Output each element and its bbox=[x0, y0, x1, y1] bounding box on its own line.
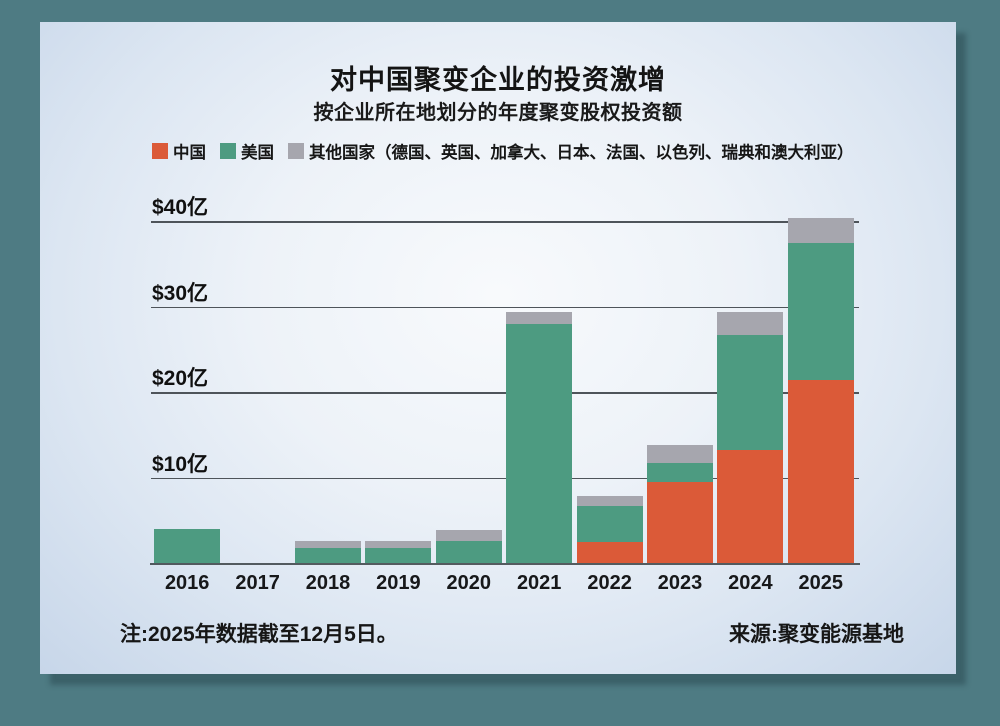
x-tick-label-2022: 2022 bbox=[587, 572, 632, 594]
bar-2019-其他国家 bbox=[365, 540, 432, 548]
y-tick-label: $20亿 bbox=[152, 367, 209, 390]
x-tick-label-2024: 2024 bbox=[728, 572, 773, 594]
legend: 中国 美国 其他国家（德国、英国、加拿大、日本、法国、以色列、瑞典和澳大利亚） bbox=[152, 139, 854, 163]
y-tick-label: $30亿 bbox=[152, 281, 209, 305]
y-tick-label: $10亿 bbox=[152, 452, 209, 476]
legend-item-1: 美国 bbox=[220, 139, 274, 163]
bar-2021-美国 bbox=[506, 324, 573, 563]
x-tick-label-2021: 2021 bbox=[516, 572, 562, 594]
bar-2022-美国 bbox=[576, 505, 643, 542]
bar-2016-美国 bbox=[154, 528, 221, 563]
x-tick-label-2016: 2016 bbox=[164, 572, 210, 594]
legend-swatch-icon bbox=[288, 143, 304, 159]
bar-2021-其他国家 bbox=[506, 312, 573, 325]
legend-item-0: 中国 bbox=[152, 139, 206, 163]
legend-label: 美国 bbox=[241, 144, 274, 162]
bar-2020-美国 bbox=[435, 540, 502, 563]
bar-2018-美国 bbox=[295, 547, 361, 563]
x-tick-label-2017: 2017 bbox=[235, 572, 280, 594]
gridline-20 bbox=[151, 392, 859, 394]
legend-swatch-icon bbox=[152, 143, 168, 159]
x-tick-label-2023: 2023 bbox=[657, 572, 703, 594]
x-tick-label-2019: 2019 bbox=[376, 572, 421, 594]
bar-2020-其他国家 bbox=[435, 529, 502, 541]
chart-plot-area: $10亿 $20亿 $30亿 $40亿 2016 2017 2018 2019 2020 2021… bbox=[40, 22, 956, 674]
legend-label: 其他国家（德国、英国、加拿大、日本、法国、以色列、瑞典和澳大利亚） bbox=[309, 144, 854, 162]
bar-2023-美国 bbox=[647, 462, 713, 482]
x-tick-label-2025: 2025 bbox=[798, 572, 844, 594]
bar-2025-美国 bbox=[787, 243, 854, 381]
bar-2024-其他国家 bbox=[717, 312, 784, 335]
chart-subtitle: 按企业所在地划分的年度聚变股权投资额 bbox=[313, 102, 683, 124]
x-tick-label-2018: 2018 bbox=[305, 572, 351, 594]
legend-label: 中国 bbox=[173, 144, 206, 162]
bar-2018-其他国家 bbox=[295, 540, 361, 548]
bar-2023-其他国家 bbox=[647, 445, 713, 463]
bar-2019-美国 bbox=[365, 547, 432, 563]
bar-2024-美国 bbox=[717, 334, 784, 451]
legend-swatch-icon bbox=[220, 143, 236, 159]
source-label: 来源:聚变能源基地 bbox=[729, 623, 904, 646]
chart-card: 对中国聚变企业的投资激增 按企业所在地划分的年度聚变股权投资额 中国 美国 其他国家… bbox=[40, 22, 956, 674]
bar-2024-中国 bbox=[717, 450, 784, 563]
legend-item-2: 其他国家（德国、英国、加拿大、日本、法国、以色列、瑞典和澳大利亚） bbox=[288, 139, 854, 163]
x-axis-line bbox=[150, 563, 860, 565]
bar-2022-中国 bbox=[576, 541, 643, 563]
gridline-30 bbox=[151, 306, 859, 308]
bar-2025-其他国家 bbox=[787, 218, 854, 244]
gridline-40 bbox=[151, 221, 859, 223]
x-tick-label-2020: 2020 bbox=[446, 572, 492, 594]
bar-2022-其他国家 bbox=[576, 496, 643, 506]
y-tick-label: $40亿 bbox=[152, 196, 209, 219]
chart-title: 对中国聚变企业的投资激增 bbox=[330, 65, 666, 95]
bar-2025-中国 bbox=[787, 380, 854, 563]
footnote: 注:2025年数据截至12月5日。 bbox=[120, 623, 398, 646]
bar-2023-中国 bbox=[647, 481, 713, 563]
gridline-10 bbox=[151, 477, 859, 479]
